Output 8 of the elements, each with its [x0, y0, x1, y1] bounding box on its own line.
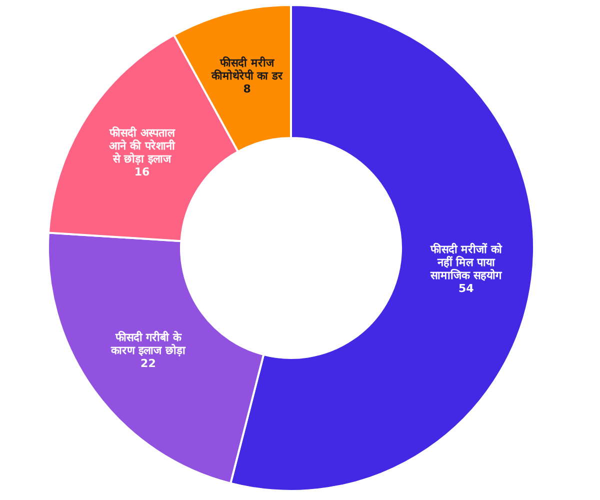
slice-label: फीसदी अस्पताल आने की परेशानी से छोड़ा इलाज — [108, 125, 176, 166]
slice-label: फीसदी मरीज कीमोथेरेपी का डर — [210, 56, 283, 83]
slice-label: फीसदी गरीबी के कारण इलाज छोड़ा — [110, 330, 187, 358]
data-label: 16 — [134, 165, 150, 178]
slice-label: फीसदी मरीजों को नहीं मिल पाया सामाजिक सहयोग — [429, 242, 503, 282]
data-label: 22 — [140, 357, 156, 370]
data-label: 8 — [243, 82, 251, 96]
data-label: 54 — [458, 282, 474, 296]
